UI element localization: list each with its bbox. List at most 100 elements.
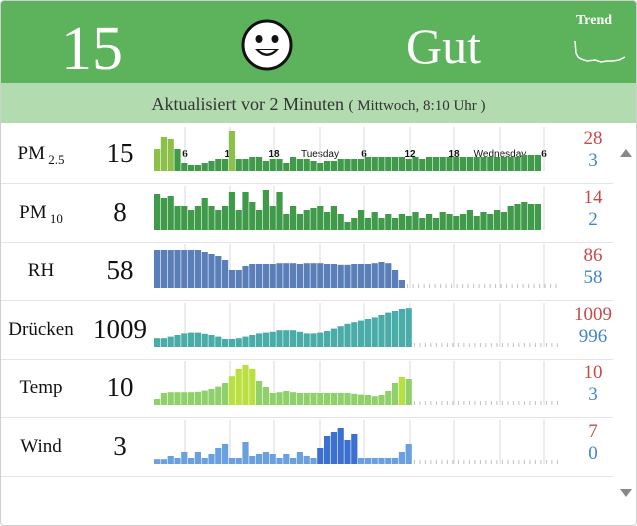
chart-bar [249, 455, 256, 464]
aqi-value: 15 [61, 15, 123, 83]
chart-bar [480, 157, 487, 171]
chart-bar [276, 392, 283, 405]
high-value: 7 [588, 420, 598, 442]
chart-bar [194, 165, 201, 171]
chart-bar [419, 217, 426, 230]
chart-bar [364, 318, 371, 347]
chart-bar [242, 336, 249, 347]
chart-bar [392, 383, 399, 405]
chart-bar [296, 331, 303, 347]
chart-bar [276, 329, 283, 347]
measurement-row[interactable]: RH 58 86 58 [1, 242, 613, 301]
chart-bar [378, 217, 385, 230]
chart-bar [358, 457, 365, 464]
measurement-row[interactable]: PM 2.5 15 28 3 [1, 125, 613, 184]
chart-bar [235, 457, 242, 464]
scroll-up-icon[interactable] [620, 149, 632, 157]
chart-bar [303, 332, 310, 347]
chart-bar [160, 250, 167, 288]
chart-bar [256, 332, 263, 347]
chart-bar [235, 159, 242, 171]
smiley-face-icon [241, 19, 293, 71]
trend-label[interactable]: Trend [576, 13, 613, 28]
chart-bar [392, 310, 399, 347]
chart-bar [364, 217, 371, 230]
chart-bar [398, 451, 405, 464]
chart-bar [160, 458, 167, 464]
chart-bar [188, 457, 195, 464]
chart-bar [351, 159, 358, 171]
chart-bar [453, 215, 460, 230]
chart-bar [324, 211, 331, 230]
chart-bar [181, 163, 188, 171]
scroll-down-icon[interactable] [620, 489, 632, 497]
low-value: 2 [588, 208, 598, 230]
trend-sparkline[interactable] [573, 39, 627, 67]
chart-bar [228, 338, 235, 347]
measurement-label-text: Temp [19, 377, 63, 398]
chart-bar [249, 334, 256, 347]
chart-bar [228, 376, 235, 405]
history-chart[interactable] [154, 418, 561, 476]
chart-bar [167, 392, 174, 405]
history-chart[interactable] [154, 184, 561, 242]
chart-bar [188, 165, 195, 171]
measurement-label-subscript: 2.5 [44, 151, 65, 167]
chart-bar [154, 149, 161, 171]
chart-bar [398, 157, 405, 171]
chart-bar [269, 393, 276, 405]
measurement-label-text: PM [17, 143, 45, 164]
measurement-row[interactable]: Wind 3 7 0 [1, 418, 613, 477]
chart-bar [215, 447, 222, 464]
chart-bar [208, 389, 215, 405]
chart-bar [364, 264, 371, 288]
chart-bar [385, 312, 392, 347]
high-value: 1009 [574, 303, 612, 325]
chart-bar [487, 157, 494, 171]
measurement-row[interactable]: Drücken 1009 1009 996 [1, 301, 613, 360]
chart-bar [412, 211, 419, 230]
updated-timestamp: ( Mittwoch, 8:10 Uhr ) [348, 98, 486, 114]
measurement-row[interactable]: PM 10 8 14 2 [1, 184, 613, 243]
chart-bar [351, 433, 358, 464]
chart-bar [405, 159, 412, 171]
chart-bar [290, 329, 297, 347]
history-chart[interactable] [154, 242, 561, 300]
chart-bar [398, 308, 405, 347]
chart-bar [392, 217, 399, 230]
chart-bar [317, 447, 324, 464]
chart-bar [378, 457, 385, 464]
chart-bar [351, 264, 358, 288]
chart-bar [392, 270, 399, 288]
chart-bar [262, 451, 269, 464]
chart-bar [160, 337, 167, 347]
measurement-list[interactable]: PM 2.5 15 28 3 PM 10 8 14 2 RH 58 86 58 Drücken 1009 1… [1, 125, 636, 525]
measurement-value: 3 [113, 430, 127, 461]
chart-bar [317, 332, 324, 347]
chart-bar [330, 205, 337, 230]
chart-bar [174, 457, 181, 464]
chart-bar [521, 155, 528, 171]
chart-bar [181, 392, 188, 405]
chart-bar [256, 264, 263, 288]
chart-bar [358, 394, 365, 405]
chart-bar [228, 131, 235, 171]
chart-bar [222, 338, 229, 347]
measurement-label: RH [1, 260, 81, 282]
chart-bar [398, 280, 405, 288]
chart-bar [283, 453, 290, 464]
history-chart[interactable] [154, 301, 561, 359]
chart-bar [215, 159, 222, 171]
low-value: 996 [578, 325, 608, 347]
chart-bar [208, 161, 215, 171]
chart-bar [500, 211, 507, 230]
chart-bar [249, 369, 256, 405]
chart-bar [181, 451, 188, 464]
chart-bar [405, 443, 412, 464]
history-chart[interactable] [154, 125, 561, 183]
chart-bar [324, 330, 331, 347]
chart-bar [337, 325, 344, 347]
history-chart[interactable] [154, 359, 561, 417]
chart-bar [201, 457, 208, 464]
measurement-row[interactable]: Temp 10 10 3 [1, 359, 613, 418]
